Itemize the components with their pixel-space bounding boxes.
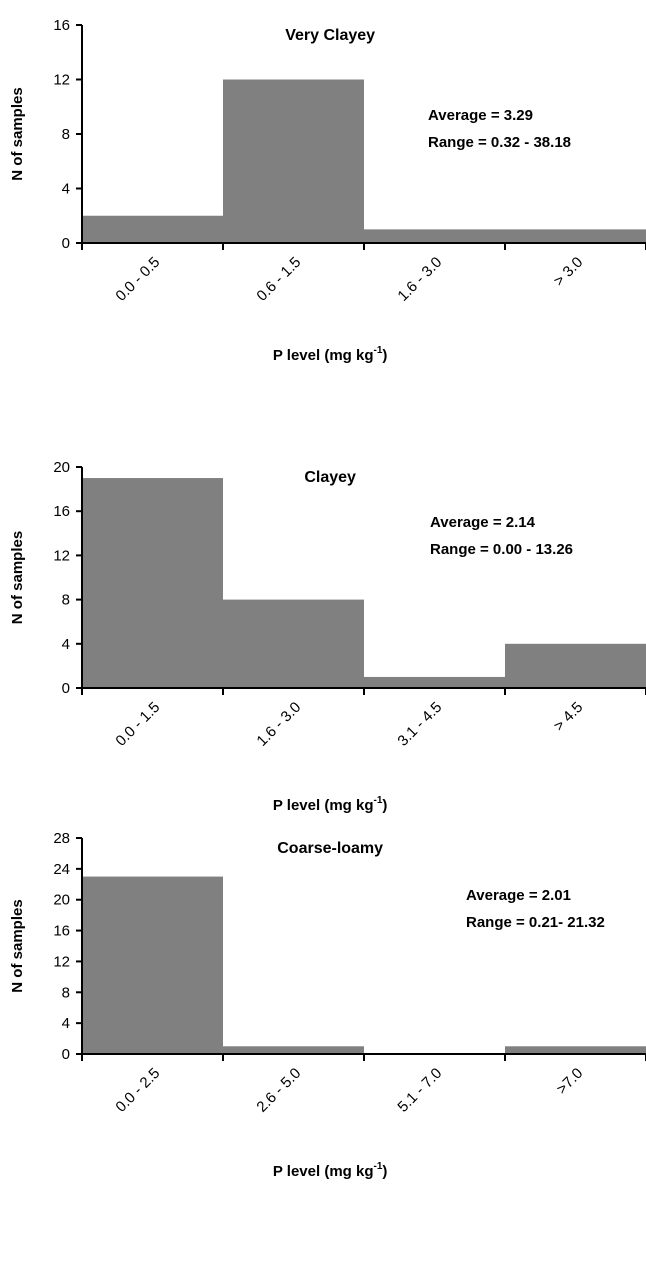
chart-1-bar [364, 229, 505, 243]
chart-2-annotation: Average = 2.14 [430, 514, 536, 531]
chart-1-y-tick-label: 0 [62, 235, 70, 252]
chart-3-title: Coarse-loamy [277, 840, 383, 857]
chart-2-annotation: Range = 0.00 - 13.26 [430, 541, 573, 558]
chart-3-x-axis-title: P level (mg kg-1) [273, 1161, 388, 1180]
chart-2-bar [223, 599, 364, 688]
chart-3-x-axis-title-close: ) [382, 1163, 387, 1180]
chart-3-y-tick-label: 28 [53, 830, 70, 847]
chart-3-x-tick-label: 2.6 - 5.0 [253, 1065, 304, 1116]
chart-2-y-tick-label: 4 [62, 636, 70, 653]
chart-3-y-tick-label: 0 [62, 1046, 70, 1063]
chart-2-x-tick-label: > 4.5 [550, 699, 586, 735]
chart-1-x-axis-title-close: ) [382, 347, 387, 364]
chart-2-x-tick-label: 1.6 - 3.0 [253, 699, 304, 750]
chart-3-y-tick-label: 12 [53, 953, 70, 970]
chart-2-x-axis-title-sup: -1 [374, 795, 383, 806]
chart-3-x-tick-label: 5.1 - 7.0 [394, 1065, 445, 1116]
chart-3-annotation: Average = 2.01 [466, 887, 571, 904]
chart-2-y-tick-label: 16 [53, 503, 70, 520]
chart-2-y-axis-title: N of samples [9, 531, 26, 624]
chart-2-y-tick-label: 8 [62, 592, 70, 609]
chart-2-x-axis-title: P level (mg kg-1) [273, 795, 388, 814]
chart-3-y-axis-title: N of samples [9, 899, 26, 992]
chart-1-x-tick-label: 0.6 - 1.5 [253, 254, 304, 305]
chart-1-y-tick-label: 4 [62, 181, 70, 198]
chart-1-y-tick-label: 12 [53, 72, 70, 89]
chart-3-x-axis-title-main: P level (mg kg [273, 1163, 374, 1180]
chart-1-x-axis-title-sup: -1 [374, 345, 383, 356]
chart-2-y-tick-label: 20 [53, 459, 70, 476]
chart-2-x-tick-label: 3.1 - 4.5 [394, 699, 445, 750]
chart-3-x-tick-label: >7.0 [553, 1065, 586, 1098]
chart-2-y-tick-label: 0 [62, 680, 70, 697]
chart-1-bar [223, 79, 364, 243]
chart-3-y-tick-label: 4 [62, 1015, 70, 1032]
chart-1-title: Very Clayey [285, 27, 375, 44]
chart-1-x-axis-title: P level (mg kg-1) [273, 345, 388, 364]
chart-1-bar [82, 215, 223, 243]
chart-3-bar [223, 1046, 364, 1054]
chart-2-x-axis-title-close: ) [382, 797, 387, 814]
chart-3-x-tick-label: 0.0 - 2.5 [112, 1065, 163, 1116]
chart-2-y-tick-label: 12 [53, 547, 70, 564]
chart-1-y-axis-title: N of samples [9, 87, 26, 180]
chart-2-bar [505, 643, 646, 688]
chart-3-bar [82, 876, 223, 1054]
chart-3-y-tick-label: 8 [62, 984, 70, 1001]
chart-1-annotation: Average = 3.29 [428, 107, 533, 124]
chart-1-y-tick-label: 16 [53, 17, 70, 34]
chart-3-y-tick-label: 16 [53, 923, 70, 940]
chart-1-annotation: Range = 0.32 - 38.18 [428, 134, 571, 151]
chart-2-bar [364, 676, 505, 688]
chart-1-x-axis-title-main: P level (mg kg [273, 347, 374, 364]
chart-1-x-tick-label: 0.0 - 0.5 [112, 254, 163, 305]
chart-2-x-tick-label: 0.0 - 1.5 [112, 699, 163, 750]
chart-2-title: Clayey [304, 469, 356, 486]
chart-1-x-tick-label: 1.6 - 3.0 [394, 254, 445, 305]
chart-1-bar [505, 229, 646, 243]
chart-3-y-tick-label: 24 [53, 861, 70, 878]
chart-2-bar [82, 478, 223, 688]
chart-3-x-axis-title-sup: -1 [374, 1161, 383, 1172]
chart-1-y-tick-label: 8 [62, 126, 70, 143]
chart-2-x-axis-title-main: P level (mg kg [273, 797, 374, 814]
chart-1-x-tick-label: > 3.0 [550, 254, 586, 290]
chart-3-y-tick-label: 20 [53, 892, 70, 909]
chart-3-annotation: Range = 0.21- 21.32 [466, 914, 605, 931]
chart-3-bar [505, 1046, 646, 1054]
